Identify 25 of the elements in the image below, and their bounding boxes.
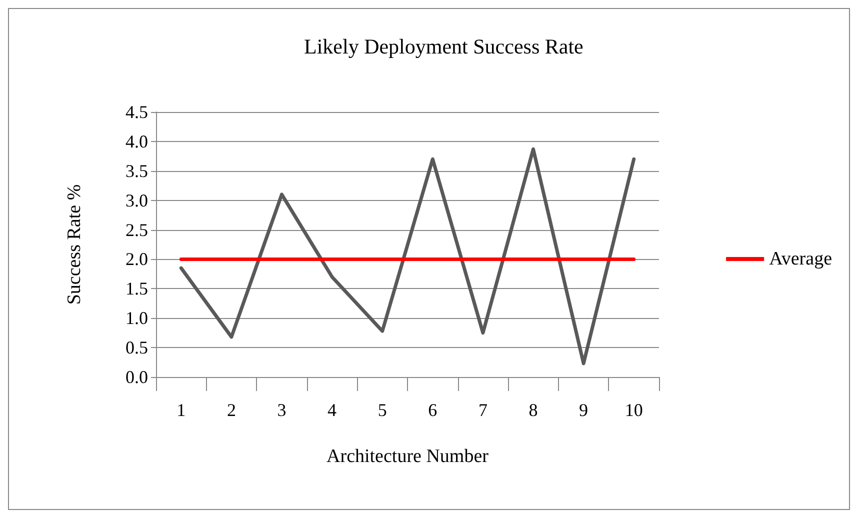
- line-series: [179, 147, 636, 366]
- x-tick-label: 8: [528, 400, 538, 420]
- y-tick-label: 2.0: [126, 249, 148, 270]
- y-tick-label: 3.5: [126, 160, 148, 181]
- x-axis-title: Architecture Number: [326, 446, 490, 467]
- y-tick-label: 0.5: [126, 338, 148, 358]
- x-tick-label: 2: [226, 400, 236, 420]
- x-tick-label: 10: [624, 400, 643, 420]
- x-tick-label: 1: [176, 400, 186, 420]
- y-tick-label: 2.5: [126, 220, 148, 240]
- x-tick-label: 9: [579, 400, 588, 420]
- y-tick-label: 1.0: [126, 308, 148, 328]
- y-tick-label: 4.5: [126, 102, 148, 122]
- y-tick-label: 1.5: [126, 278, 148, 299]
- y-axis-title: Success Rate %: [64, 184, 85, 305]
- x-tick-label: 4: [328, 400, 337, 420]
- legend-label: Average: [769, 248, 832, 270]
- x-tick-label: 7: [478, 400, 488, 420]
- chart-title: Likely Deployment Success Rate: [304, 34, 584, 58]
- x-tick-label: 3: [277, 400, 286, 420]
- y-tick-label: 4.0: [126, 131, 148, 152]
- y-tick-label: 3.0: [126, 190, 148, 210]
- x-tick-label: 5: [378, 400, 387, 420]
- y-tick-label: 0.0: [126, 367, 148, 387]
- x-tick-label: 6: [428, 400, 438, 420]
